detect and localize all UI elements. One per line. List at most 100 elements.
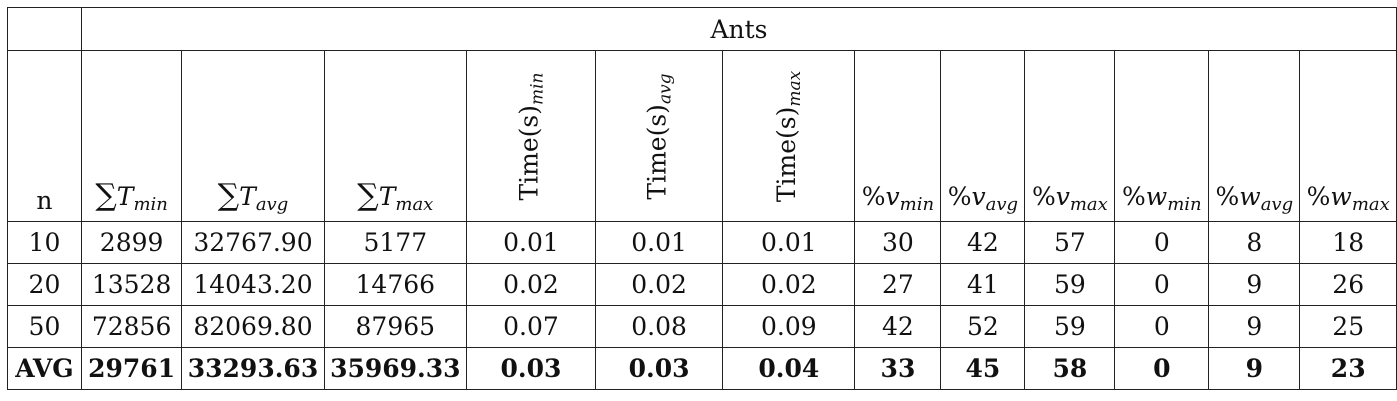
subscript-min: min bbox=[133, 194, 168, 215]
cell-time-avg: 0.01 bbox=[594, 221, 724, 264]
col-header-pct-v-min: %vmin bbox=[854, 50, 942, 222]
cell-pct-w-max: 26 bbox=[1299, 263, 1397, 306]
cell-sum-t-avg: 82069.80 bbox=[181, 305, 325, 348]
col-header-pct-w-avg: %wavg bbox=[1208, 50, 1301, 222]
cell-sum-t-avg: 14043.20 bbox=[181, 263, 325, 306]
col-header-n: n bbox=[7, 50, 82, 222]
table-row: 50 72856 82069.80 87965 0.07 0.08 0.09 4… bbox=[7, 305, 1397, 348]
cell-pct-v-max: 57 bbox=[1024, 221, 1116, 264]
cell-n: 20 bbox=[7, 263, 82, 306]
cell-pct-w-min: 0 bbox=[1114, 305, 1210, 348]
col-header-pct-w-max: %wmax bbox=[1299, 50, 1397, 222]
cell-time-avg: 0.02 bbox=[594, 263, 724, 306]
col-header-time-max: Time(s)max bbox=[722, 50, 856, 222]
cell-sum-t-max: 5177 bbox=[323, 221, 467, 264]
cell-sum-t-min: 13528 bbox=[80, 263, 183, 306]
cell-pct-w-avg: 8 bbox=[1208, 221, 1301, 264]
cell-time-min: 0.07 bbox=[465, 305, 596, 348]
cell-pct-v-max: 59 bbox=[1024, 263, 1116, 306]
cell-pct-w-avg: 9 bbox=[1208, 347, 1301, 390]
sum-symbol: ∑ bbox=[95, 178, 117, 213]
cell-time-avg: 0.03 bbox=[594, 347, 724, 390]
cell-sum-t-avg: 33293.63 bbox=[181, 347, 325, 390]
cell-sum-t-min: 29761 bbox=[80, 347, 183, 390]
table-row: 20 13528 14043.20 14766 0.02 0.02 0.02 2… bbox=[7, 263, 1397, 306]
cell-time-max: 0.04 bbox=[722, 347, 856, 390]
var-v: v bbox=[1055, 182, 1070, 211]
col-header-sum-t-avg: ∑Tavg bbox=[181, 50, 325, 222]
column-header-row: n ∑Tmin ∑Tavg ∑Tmax Time(s)min Time(s)av… bbox=[7, 50, 1397, 222]
var-w: w bbox=[1330, 182, 1352, 211]
cell-time-min: 0.01 bbox=[465, 221, 596, 264]
cell-pct-w-avg: 9 bbox=[1208, 305, 1301, 348]
subscript-min: min bbox=[1167, 194, 1202, 215]
cell-time-min: 0.03 bbox=[465, 347, 596, 390]
pct-sign: % bbox=[1122, 182, 1146, 211]
subscript-avg: avg bbox=[1260, 194, 1294, 215]
cell-pct-w-max: 18 bbox=[1299, 221, 1397, 264]
cell-pct-w-min: 0 bbox=[1114, 221, 1210, 264]
cell-pct-v-max: 58 bbox=[1024, 347, 1116, 390]
subscript-max: max bbox=[1351, 194, 1390, 215]
var-w: w bbox=[1239, 182, 1261, 211]
cell-time-max: 0.01 bbox=[722, 221, 856, 264]
var-t: T bbox=[378, 182, 396, 211]
cell-pct-w-max: 23 bbox=[1299, 347, 1397, 390]
time-label: Time(s) bbox=[772, 106, 802, 202]
cell-pct-w-min: 0 bbox=[1114, 347, 1210, 390]
subscript-avg: avg bbox=[255, 194, 289, 215]
cell-pct-v-avg: 42 bbox=[940, 221, 1026, 264]
col-header-pct-w-min: %wmin bbox=[1114, 50, 1210, 222]
cell-pct-w-min: 0 bbox=[1114, 263, 1210, 306]
cell-sum-t-min: 72856 bbox=[80, 305, 183, 348]
table-row: 10 2899 32767.90 5177 0.01 0.01 0.01 30 … bbox=[7, 221, 1397, 264]
subscript-avg: avg bbox=[985, 194, 1019, 215]
cell-n: 10 bbox=[7, 221, 82, 264]
cell-pct-w-max: 25 bbox=[1299, 305, 1397, 348]
pct-sign: % bbox=[1306, 182, 1331, 211]
group-header-ants: Ants bbox=[80, 7, 1397, 51]
subscript-max: max bbox=[785, 70, 806, 107]
cell-pct-v-min: 33 bbox=[854, 347, 942, 390]
cell-pct-v-max: 59 bbox=[1024, 305, 1116, 348]
col-header-pct-v-avg: %vavg bbox=[940, 50, 1026, 222]
var-t: T bbox=[116, 182, 134, 211]
var-v: v bbox=[885, 182, 900, 211]
col-header-sum-t-max: ∑Tmax bbox=[323, 50, 467, 222]
pct-sign: % bbox=[1215, 182, 1240, 211]
col-header-time-min: Time(s)min bbox=[465, 50, 596, 222]
sum-symbol: ∑ bbox=[357, 178, 379, 213]
cell-pct-w-avg: 9 bbox=[1208, 263, 1301, 306]
cell-time-avg: 0.08 bbox=[594, 305, 724, 348]
results-table: Ants n ∑Tmin ∑Tavg ∑Tmax Time(s)min Time… bbox=[7, 7, 1397, 390]
sum-symbol: ∑ bbox=[217, 178, 240, 213]
cell-sum-t-avg: 32767.90 bbox=[181, 221, 325, 264]
cell-time-min: 0.02 bbox=[465, 263, 596, 306]
cell-pct-v-avg: 45 bbox=[940, 347, 1026, 390]
subscript-min: min bbox=[527, 71, 548, 105]
cell-time-max: 0.02 bbox=[722, 263, 856, 306]
cell-avg-label: AVG bbox=[7, 347, 82, 390]
var-w: w bbox=[1145, 182, 1168, 211]
cell-sum-t-max: 35969.33 bbox=[323, 347, 467, 390]
cell-pct-v-avg: 41 bbox=[940, 263, 1026, 306]
time-label: Time(s) bbox=[642, 103, 672, 200]
pct-sign: % bbox=[861, 182, 886, 211]
corner-cell bbox=[7, 7, 82, 51]
group-header-row: Ants bbox=[7, 7, 1397, 51]
cell-pct-v-avg: 52 bbox=[940, 305, 1026, 348]
col-header-pct-v-max: %vmax bbox=[1024, 50, 1116, 222]
var-v: v bbox=[971, 182, 986, 211]
cell-sum-t-max: 14766 bbox=[323, 263, 467, 306]
subscript-min: min bbox=[899, 194, 935, 215]
cell-pct-v-min: 42 bbox=[854, 305, 942, 348]
time-label: Time(s) bbox=[514, 104, 544, 201]
average-row: AVG 29761 33293.63 35969.33 0.03 0.03 0.… bbox=[7, 347, 1397, 390]
cell-pct-v-min: 27 bbox=[854, 263, 942, 306]
cell-time-max: 0.09 bbox=[722, 305, 856, 348]
subscript-max: max bbox=[395, 194, 434, 215]
cell-sum-t-max: 87965 bbox=[323, 305, 467, 348]
col-header-time-avg: Time(s)avg bbox=[594, 50, 724, 222]
var-t: T bbox=[239, 182, 256, 211]
pct-sign: % bbox=[947, 182, 972, 211]
